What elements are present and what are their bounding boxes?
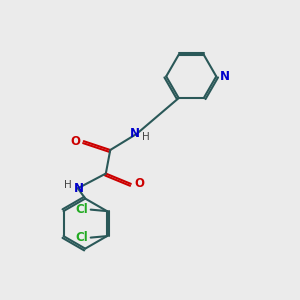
Text: O: O [135, 177, 145, 190]
Text: N: N [74, 182, 84, 195]
Text: N: N [220, 70, 230, 83]
Text: O: O [70, 135, 80, 148]
Text: Cl: Cl [76, 231, 88, 244]
Text: Cl: Cl [76, 203, 88, 216]
Text: H: H [64, 180, 71, 190]
Text: N: N [130, 127, 140, 140]
Text: H: H [142, 132, 150, 142]
